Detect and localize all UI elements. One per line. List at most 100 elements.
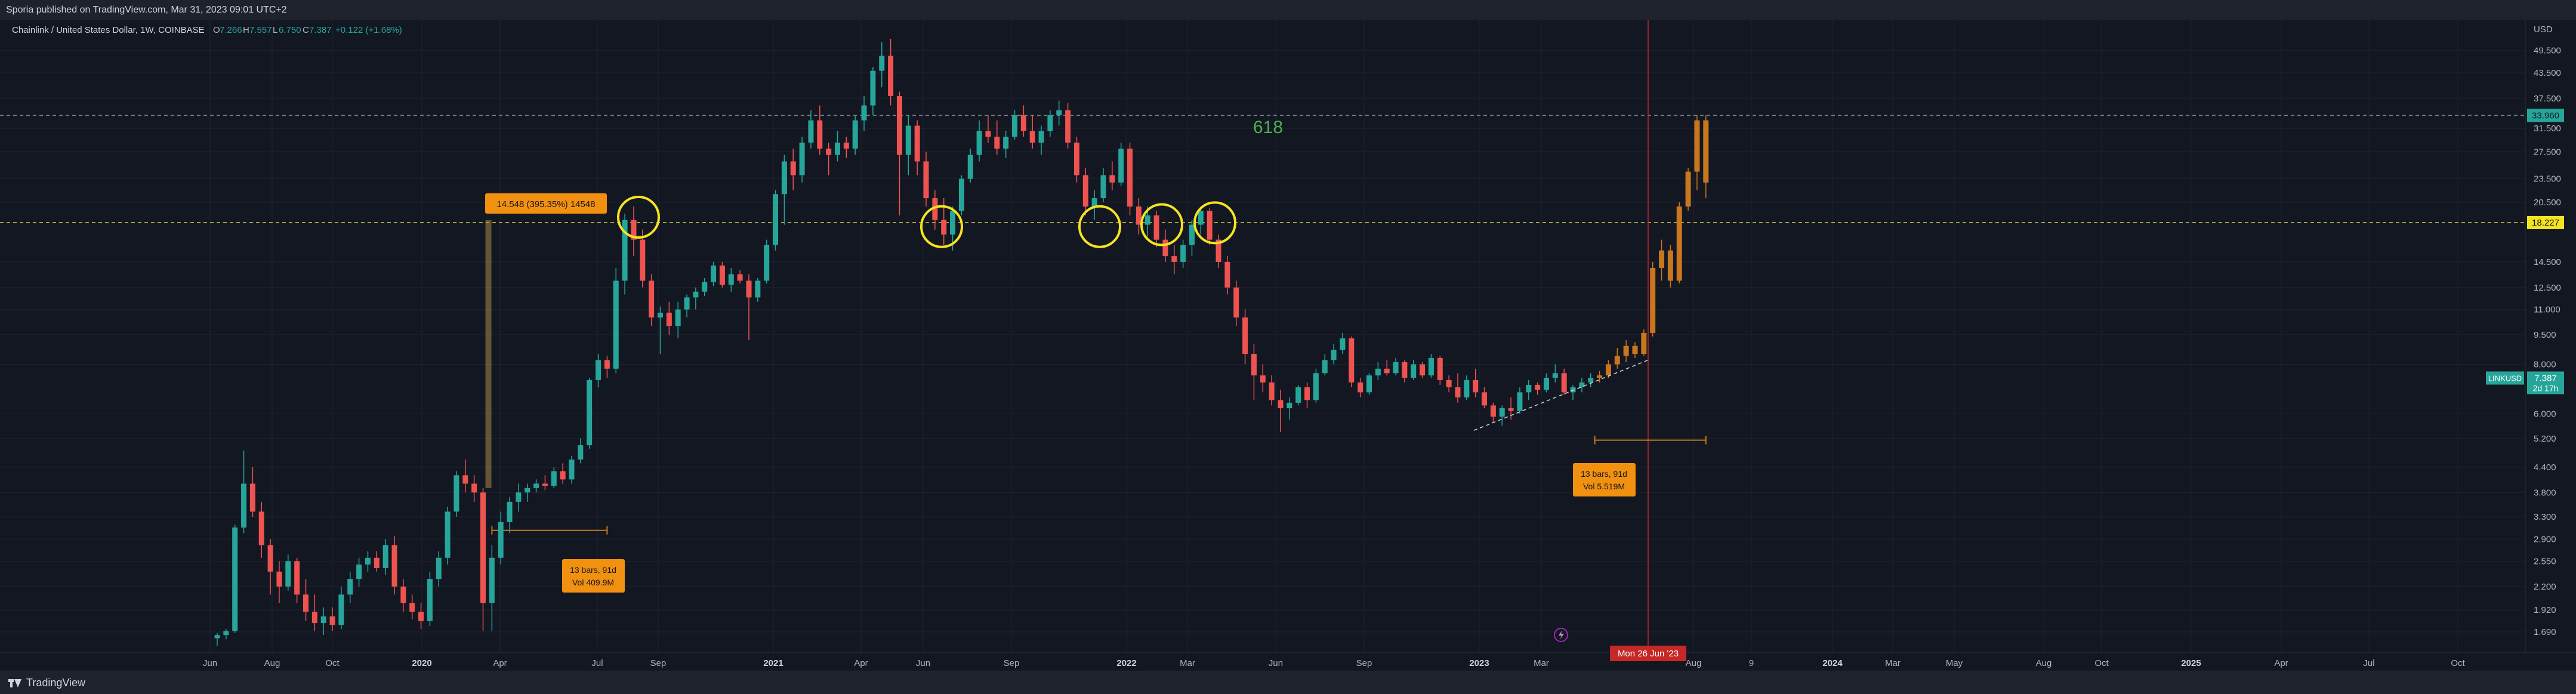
- candle: [214, 635, 220, 639]
- candle: [569, 459, 575, 480]
- candle: [746, 280, 752, 298]
- candle: [489, 557, 495, 603]
- candle: [613, 280, 619, 369]
- candle: [870, 70, 876, 106]
- candle: [773, 194, 779, 245]
- candle: [967, 155, 973, 179]
- chart-area[interactable]: Chainlink / United States Dollar, 1W, CO…: [0, 20, 2576, 671]
- projection-candle: [1676, 206, 1682, 281]
- candle: [311, 612, 317, 624]
- time-tick-label: Sep: [1004, 658, 1020, 668]
- projection-candle: [1703, 120, 1709, 183]
- candle: [1420, 364, 1426, 376]
- candle: [1233, 287, 1239, 318]
- candle: [276, 571, 282, 587]
- price-badge-label: 18.227: [2532, 218, 2559, 228]
- tradingview-brand: TradingView: [26, 677, 86, 689]
- candle: [507, 501, 513, 522]
- candle: [382, 545, 388, 568]
- horizontal-levels: [0, 115, 2525, 223]
- price-tick-label: 6.000: [2534, 409, 2556, 420]
- tradingview-logo[interactable]: TradingView: [8, 677, 85, 689]
- support-circle: [1140, 203, 1183, 246]
- candle: [1535, 384, 1541, 390]
- symbol-badge-label: LINKUSD: [2488, 374, 2522, 383]
- candle: [454, 475, 459, 512]
- candle: [587, 380, 593, 446]
- candle: [1544, 378, 1549, 390]
- time-tick-label: 9: [1749, 658, 1754, 668]
- candle: [843, 142, 849, 149]
- time-tick-label: Aug: [1686, 658, 1702, 668]
- candle: [542, 483, 548, 486]
- projection-candle: [1605, 364, 1611, 376]
- candle: [409, 603, 415, 612]
- candle: [1136, 206, 1142, 225]
- candle: [498, 522, 504, 558]
- support-circles: [617, 196, 1236, 248]
- candle: [267, 545, 273, 572]
- candle: [1358, 382, 1363, 393]
- symbol-title: Chainlink / United States Dollar, 1W, CO…: [12, 25, 205, 35]
- price-tick-label: 11.000: [2534, 305, 2560, 315]
- candle: [1118, 149, 1124, 183]
- projection-candle: [1694, 120, 1700, 172]
- candles[interactable]: [214, 38, 1594, 646]
- candle: [1508, 408, 1514, 411]
- time-axis[interactable]: Jun Aug Oct 2020 Apr Jul Sep 2021 Apr Jun Sep 2022 M…: [0, 652, 2576, 668]
- candle: [1552, 373, 1558, 378]
- time-tick-label: Sep: [650, 658, 667, 668]
- candle: [1251, 354, 1257, 376]
- price-scale[interactable]: USD 1.690 1.920 2.200 2.550 2.900 3.300 3.800 4…: [2486, 20, 2564, 653]
- candle: [666, 312, 672, 326]
- candle: [303, 594, 308, 612]
- candle: [1322, 360, 1328, 374]
- time-tick-label: May: [1946, 658, 1963, 668]
- candle: [1304, 387, 1310, 400]
- candle: [1473, 380, 1479, 393]
- candle: [329, 616, 335, 625]
- ohlc-open-value: 7.266: [220, 25, 242, 35]
- candle: [232, 528, 238, 631]
- candle: [551, 471, 557, 486]
- measure-top-text: 14.548 (395.35%) 14548: [496, 199, 595, 209]
- candle: [1171, 256, 1177, 262]
- candle: [1260, 375, 1266, 383]
- lightning-icon[interactable]: [1554, 628, 1568, 642]
- candle: [356, 565, 362, 579]
- candle: [879, 55, 885, 71]
- candle: [533, 483, 539, 488]
- projection-candle: [1623, 346, 1629, 356]
- candle: [1207, 211, 1213, 240]
- price-tick-label: 4.400: [2534, 462, 2556, 473]
- trend-line-dashed: [1473, 359, 1649, 431]
- candle: [1411, 364, 1417, 378]
- candle: [1428, 357, 1434, 376]
- candle: [418, 612, 424, 621]
- time-tick-label: Jun: [916, 658, 930, 668]
- candle: [852, 120, 858, 149]
- candlestick-chart[interactable]: Chainlink / United States Dollar, 1W, CO…: [0, 20, 2576, 671]
- tradingview-logo-icon: [8, 678, 21, 687]
- published-by: Sporia published on TradingView.com, Mar…: [6, 5, 287, 15]
- candle: [1278, 400, 1284, 409]
- candle: [471, 483, 477, 493]
- projection-candle: [1614, 356, 1620, 365]
- candle: [1091, 198, 1097, 207]
- candle: [578, 445, 584, 460]
- time-tick-label: 2024: [1822, 658, 1843, 668]
- candle: [790, 161, 796, 175]
- candle: [631, 220, 637, 240]
- time-tick-label: Aug: [264, 658, 280, 668]
- time-tick-label: Oct: [2094, 658, 2109, 668]
- candle: [1588, 378, 1594, 383]
- candle: [1109, 175, 1115, 183]
- ohlc-close-label: C: [303, 25, 309, 35]
- top-bar: Sporia published on TradingView.com, Mar…: [0, 0, 2576, 21]
- candle: [799, 142, 805, 175]
- time-tick-label: Mar: [1180, 658, 1195, 668]
- candle: [1073, 142, 1079, 175]
- candle: [596, 360, 601, 380]
- candle: [896, 95, 902, 155]
- candle: [941, 220, 947, 235]
